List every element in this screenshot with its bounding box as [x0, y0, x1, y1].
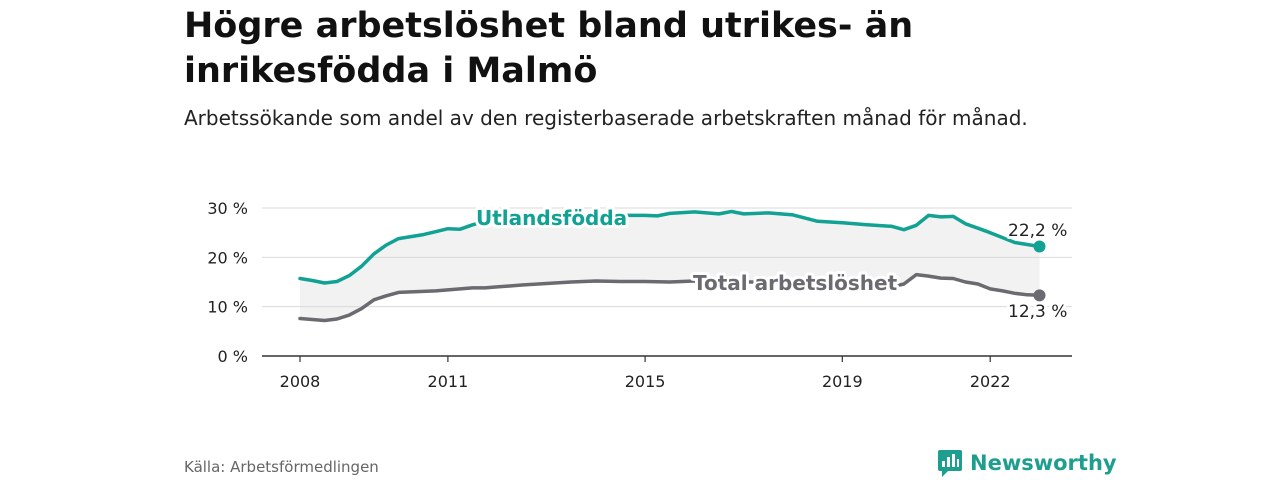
range-band-layer	[300, 211, 1040, 321]
page-subtitle: Arbetssökande som andel av den registerb…	[184, 106, 1028, 130]
grid-layer	[262, 207, 1072, 308]
x-tick-label: 2019	[822, 372, 863, 391]
source-note: Källa: Arbetsförmedlingen	[184, 458, 379, 476]
y-tick-label: 10 %	[207, 298, 248, 317]
brand-logo: Newsworthy	[937, 448, 1117, 478]
series-layer	[298, 209, 1046, 323]
series-label-total: Total arbetslöshet	[693, 271, 898, 295]
newsworthy-logo-icon	[938, 450, 962, 477]
label-layer: Utlandsfödda Total arbetslöshet 22,2 % 12,3…	[473, 203, 1070, 325]
series-line-utlandsfodda	[298, 209, 1042, 285]
y-tick-label: 20 %	[207, 248, 248, 267]
x-tick-label: 2015	[625, 372, 666, 391]
y-tick-label: 0 %	[218, 347, 248, 366]
brand-name: Newsworthy	[970, 451, 1117, 475]
end-point-utlandsfodda	[1033, 240, 1046, 253]
page-title: Högre arbetslöshet bland utrikes- än inr…	[184, 6, 914, 91]
end-value-label-total: 12,3 %	[1008, 302, 1067, 322]
end-point-total	[1033, 289, 1046, 302]
y-tick-label: 30 %	[207, 199, 248, 218]
series-line-total	[298, 272, 1042, 323]
x-tick-label: 2022	[970, 372, 1011, 391]
x-tick-label: 2008	[280, 372, 321, 391]
axis-layer: 0 % 10 % 20 % 30 % 2008 2011 2015 2019 2022	[207, 199, 1072, 391]
x-tick-label: 2011	[428, 372, 469, 391]
range-band	[300, 211, 1040, 321]
series-label-utlandsfodda: Utlandsfödda	[476, 206, 627, 230]
end-value-label-utlandsfodda: 22,2 %	[1008, 221, 1067, 241]
